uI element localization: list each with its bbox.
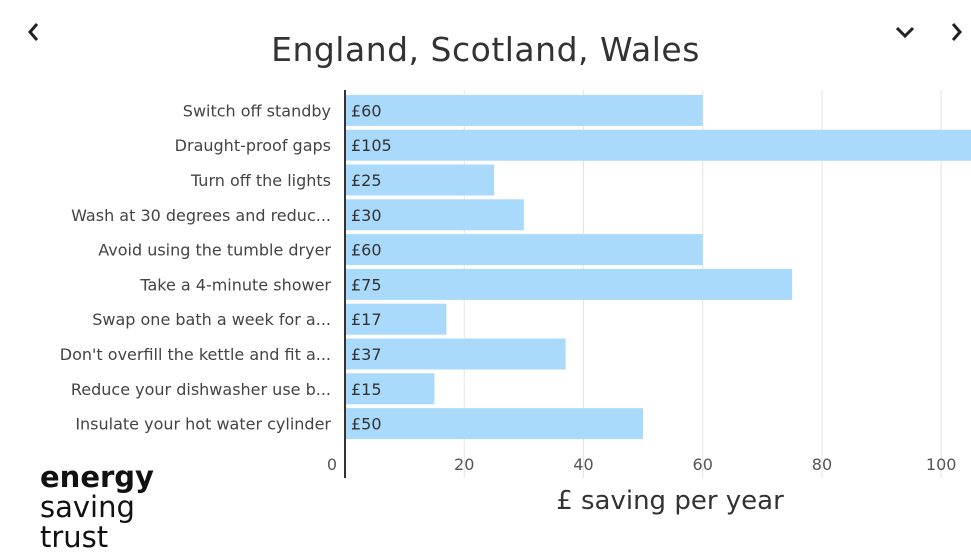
chevron-down-icon (895, 26, 915, 39)
category-label: Don't overfill the kettle and fit a... (60, 345, 331, 364)
category-label: Draught-proof gaps (175, 136, 331, 155)
bar[interactable] (345, 129, 971, 161)
x-tick-label: 60 (693, 455, 713, 474)
dropdown-button[interactable] (890, 14, 920, 50)
x-tick-label: 20 (454, 455, 474, 474)
logo-line-1: energy (40, 460, 154, 494)
category-label: Wash at 30 degrees and reduc... (71, 206, 331, 225)
chevron-right-icon (951, 23, 962, 41)
category-label: Reduce your dishwasher use b... (71, 380, 331, 399)
category-label: Turn off the lights (190, 171, 331, 190)
bar[interactable] (345, 94, 703, 126)
bar[interactable] (345, 303, 447, 335)
bar[interactable] (345, 373, 435, 405)
category-label: Avoid using the tumble dryer (98, 241, 331, 260)
bar[interactable] (345, 338, 566, 370)
category-label: Insulate your hot water cylinder (75, 415, 331, 434)
bar[interactable] (345, 408, 644, 440)
chevron-left-icon (28, 23, 39, 41)
bar[interactable] (345, 234, 703, 266)
x-tick-label: 100 (926, 455, 957, 474)
category-label: Switch off standby (183, 101, 331, 120)
bar-value-label: £105 (351, 136, 392, 155)
x-tick-labels: 0 20 40 60 80 100 (327, 455, 957, 474)
logo-line-2: saving (40, 490, 135, 524)
bar-value-label: £37 (351, 345, 382, 364)
bars: £60 £105 £25 £30 £60 £75 £17 £37 £15 £50 (345, 94, 971, 440)
chart-title: England, Scotland, Wales (271, 30, 700, 70)
energy-saving-trust-logo: energy saving trust (40, 462, 154, 552)
bar-value-label: £30 (351, 206, 382, 225)
bar-value-label: £17 (351, 310, 382, 329)
category-label: Take a 4-minute shower (139, 275, 331, 294)
bar-chart: £60 £105 £25 £30 £60 £75 £17 £37 £15 £50 Switch o… (60, 90, 971, 478)
x-tick-label: 40 (573, 455, 593, 474)
category-labels: Switch off standby Draught-proof gaps Turn… (60, 101, 332, 433)
bar[interactable] (345, 164, 495, 196)
x-tick-label: 80 (812, 455, 832, 474)
bar-value-label: £60 (351, 101, 382, 120)
bar[interactable] (345, 268, 793, 300)
bar-value-label: £60 (351, 241, 382, 260)
bar[interactable] (345, 199, 524, 231)
prev-button[interactable] (18, 14, 48, 50)
logo-line-3: trust (40, 520, 109, 554)
bar-value-label: £50 (351, 415, 382, 434)
bar-value-label: £75 (351, 275, 382, 294)
bar-value-label: £15 (351, 380, 382, 399)
bar-value-label: £25 (351, 171, 382, 190)
x-axis-label: £ saving per year (556, 486, 784, 516)
next-button[interactable] (950, 14, 971, 50)
category-label: Swap one bath a week for a... (92, 310, 331, 329)
x-tick-label: 0 (327, 455, 337, 474)
